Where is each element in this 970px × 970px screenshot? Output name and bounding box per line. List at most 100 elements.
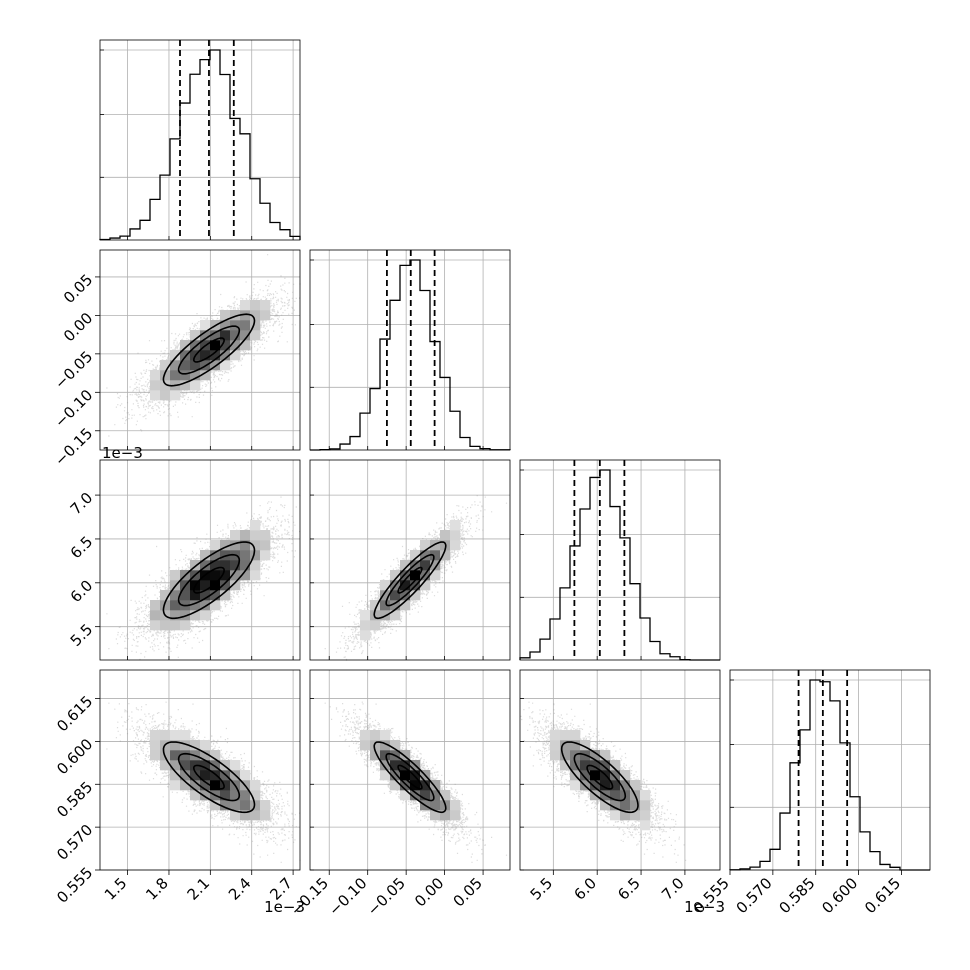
- density-cell: [160, 370, 171, 381]
- density-cell: [210, 360, 221, 371]
- density-cell: [230, 580, 241, 591]
- density-cell: [250, 570, 261, 581]
- density-cell: [600, 780, 611, 791]
- density-cell: [160, 360, 171, 371]
- density-cell: [190, 340, 201, 351]
- density-cell: [620, 810, 631, 821]
- density-cell: [150, 370, 161, 381]
- density-cell: [240, 570, 251, 581]
- density-cell: [210, 760, 221, 771]
- density-cell: [610, 770, 621, 781]
- density-cell: [550, 730, 561, 741]
- density-cell: [240, 320, 251, 331]
- scatter-panel-3-0: [99, 669, 301, 871]
- histogram-panel-2: [519, 459, 721, 661]
- density-cell: [430, 800, 441, 811]
- density-cell: [160, 390, 171, 401]
- density-cell: [210, 560, 221, 571]
- panel-frame: [309, 249, 511, 451]
- density-cell: [230, 330, 241, 341]
- density-cell: [220, 580, 231, 591]
- contour-level-2: [162, 541, 256, 620]
- y-tick-label: 0.570: [53, 821, 96, 864]
- density-cell: [190, 740, 201, 751]
- density-cell: [230, 760, 241, 771]
- scatter-panel-2-1: [309, 459, 511, 661]
- y-tick-label: −0.05: [51, 347, 96, 392]
- panel-frame: [99, 459, 301, 661]
- density-cell: [210, 540, 221, 551]
- panel-frame: [309, 669, 511, 871]
- density-cell: [240, 540, 251, 551]
- density-cell: [390, 780, 401, 791]
- density-cell: [620, 770, 631, 781]
- contour-level-0: [586, 764, 614, 790]
- density-cell: [450, 520, 461, 531]
- density-cell: [450, 530, 461, 541]
- density-cell: [640, 810, 651, 821]
- contour-level-2: [373, 741, 447, 814]
- density-cell: [250, 330, 261, 341]
- density-cell: [220, 590, 231, 601]
- x-tick-label: 2.4: [225, 874, 255, 904]
- density-cell: [240, 560, 251, 571]
- density-cell: [360, 620, 371, 631]
- y-tick-label: 7.0: [67, 489, 97, 519]
- density-cell: [420, 550, 431, 561]
- density-cell: [610, 810, 621, 821]
- density-cell: [240, 770, 251, 781]
- x-tick-label: 0.00: [411, 874, 447, 910]
- density-cell: [180, 380, 191, 391]
- x-tick-label: 6.0: [570, 874, 600, 904]
- density-cell: [390, 590, 401, 601]
- density-cell: [250, 550, 261, 561]
- contour-level-0: [397, 764, 423, 790]
- density-cell: [180, 590, 191, 601]
- density-cell: [570, 780, 581, 791]
- x-tick-label: 1.5: [101, 874, 131, 904]
- density-cell: [200, 580, 211, 591]
- density-cell: [430, 550, 441, 561]
- density-cell: [160, 620, 171, 631]
- density-cell: [200, 790, 211, 801]
- density-cell: [640, 820, 651, 831]
- histogram-panel-3: [729, 669, 931, 871]
- density-cell: [430, 570, 441, 581]
- scatter-panel-3-1: [309, 669, 511, 871]
- density-cell: [440, 550, 451, 561]
- density-cell: [220, 550, 231, 561]
- histogram-step-3: [729, 679, 930, 871]
- density-cell: [160, 600, 171, 611]
- contour-level-1: [573, 752, 627, 802]
- density-cell: [220, 790, 231, 801]
- x-tick-label: 5.5: [527, 874, 557, 904]
- density-cell: [380, 590, 391, 601]
- density-cell: [170, 360, 181, 371]
- density-cell: [370, 750, 381, 761]
- density-cell: [200, 760, 211, 771]
- density-cell: [590, 780, 601, 791]
- density-cell: [210, 340, 221, 351]
- density-cell: [200, 600, 211, 611]
- density-cell: [180, 770, 191, 781]
- density-cell: [230, 320, 241, 331]
- density-cell: [240, 810, 251, 821]
- density-cell: [240, 790, 251, 801]
- y-tick-label: 0.615: [53, 692, 96, 735]
- x-tick-label: 0.570: [733, 874, 776, 917]
- density-cell: [170, 610, 181, 621]
- density-cell: [570, 760, 581, 771]
- contour-level-0: [193, 566, 225, 594]
- density-cell: [210, 550, 221, 561]
- density-cell: [430, 810, 441, 821]
- scatter-panel-2-0: [99, 459, 301, 661]
- density-cell: [210, 800, 221, 811]
- y-tick-label: −0.10: [51, 386, 96, 431]
- density-cell: [170, 370, 181, 381]
- density-cell: [190, 790, 201, 801]
- density-cell: [240, 340, 251, 351]
- density-cell: [430, 560, 441, 571]
- density-cell: [200, 330, 211, 341]
- panel-frame: [519, 669, 721, 871]
- density-cell: [230, 570, 241, 581]
